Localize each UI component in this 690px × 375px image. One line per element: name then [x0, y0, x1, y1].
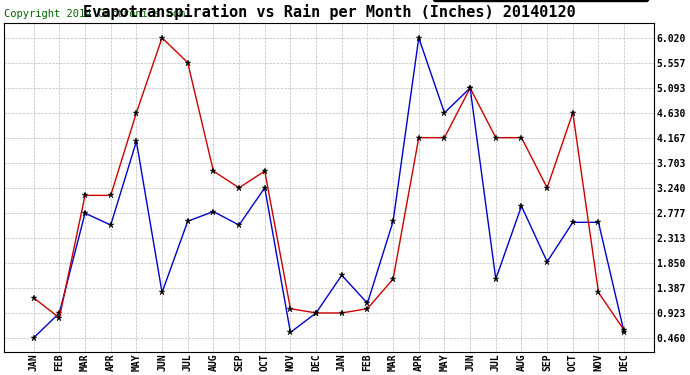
Text: Copyright 2014 Cartronics.com: Copyright 2014 Cartronics.com [4, 9, 186, 20]
Title: Evapotranspiration vs Rain per Month (Inches) 20140120: Evapotranspiration vs Rain per Month (In… [83, 4, 575, 20]
Legend: Rain  (Inches), ET  (Inches): Rain (Inches), ET (Inches) [433, 0, 649, 2]
